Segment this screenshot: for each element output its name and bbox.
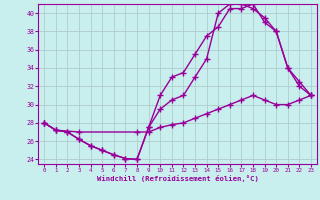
X-axis label: Windchill (Refroidissement éolien,°C): Windchill (Refroidissement éolien,°C)	[97, 175, 259, 182]
